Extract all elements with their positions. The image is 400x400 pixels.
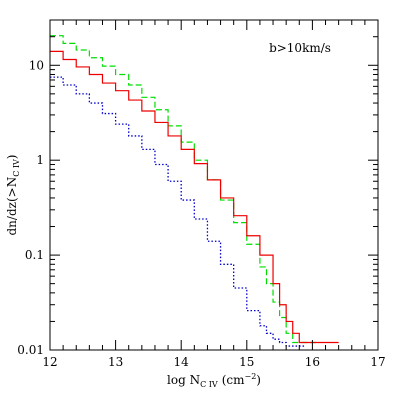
- series-line-dotted: [50, 76, 306, 347]
- x-tick-label: 16: [305, 355, 320, 369]
- y-axis-label: dn/dz(>NC IV): [5, 155, 21, 236]
- axis-ticks: [49, 19, 379, 351]
- y-tick-label: 10: [29, 58, 44, 72]
- series-line-dashed: [50, 35, 319, 344]
- plot-frame: [49, 19, 379, 351]
- x-tick-label: 12: [42, 355, 57, 369]
- x-axis-label: log NC IV (cm−2): [167, 372, 261, 389]
- y-tick-label: 0.1: [25, 248, 44, 262]
- y-tick-label: 0.01: [17, 343, 44, 357]
- x-tick-label: 14: [174, 355, 190, 369]
- annotation-b-cut: b>10km/s: [269, 41, 331, 55]
- tick-labels: 12 13 14 15 16 17 10 1 0.1 0.01: [17, 58, 385, 369]
- plot-lines: [50, 35, 339, 347]
- y-tick-label: 1: [36, 153, 44, 167]
- series-line-solid: [50, 50, 339, 344]
- x-tick-label: 15: [239, 355, 254, 369]
- x-tick-label: 17: [370, 355, 385, 369]
- x-tick-label: 13: [108, 355, 123, 369]
